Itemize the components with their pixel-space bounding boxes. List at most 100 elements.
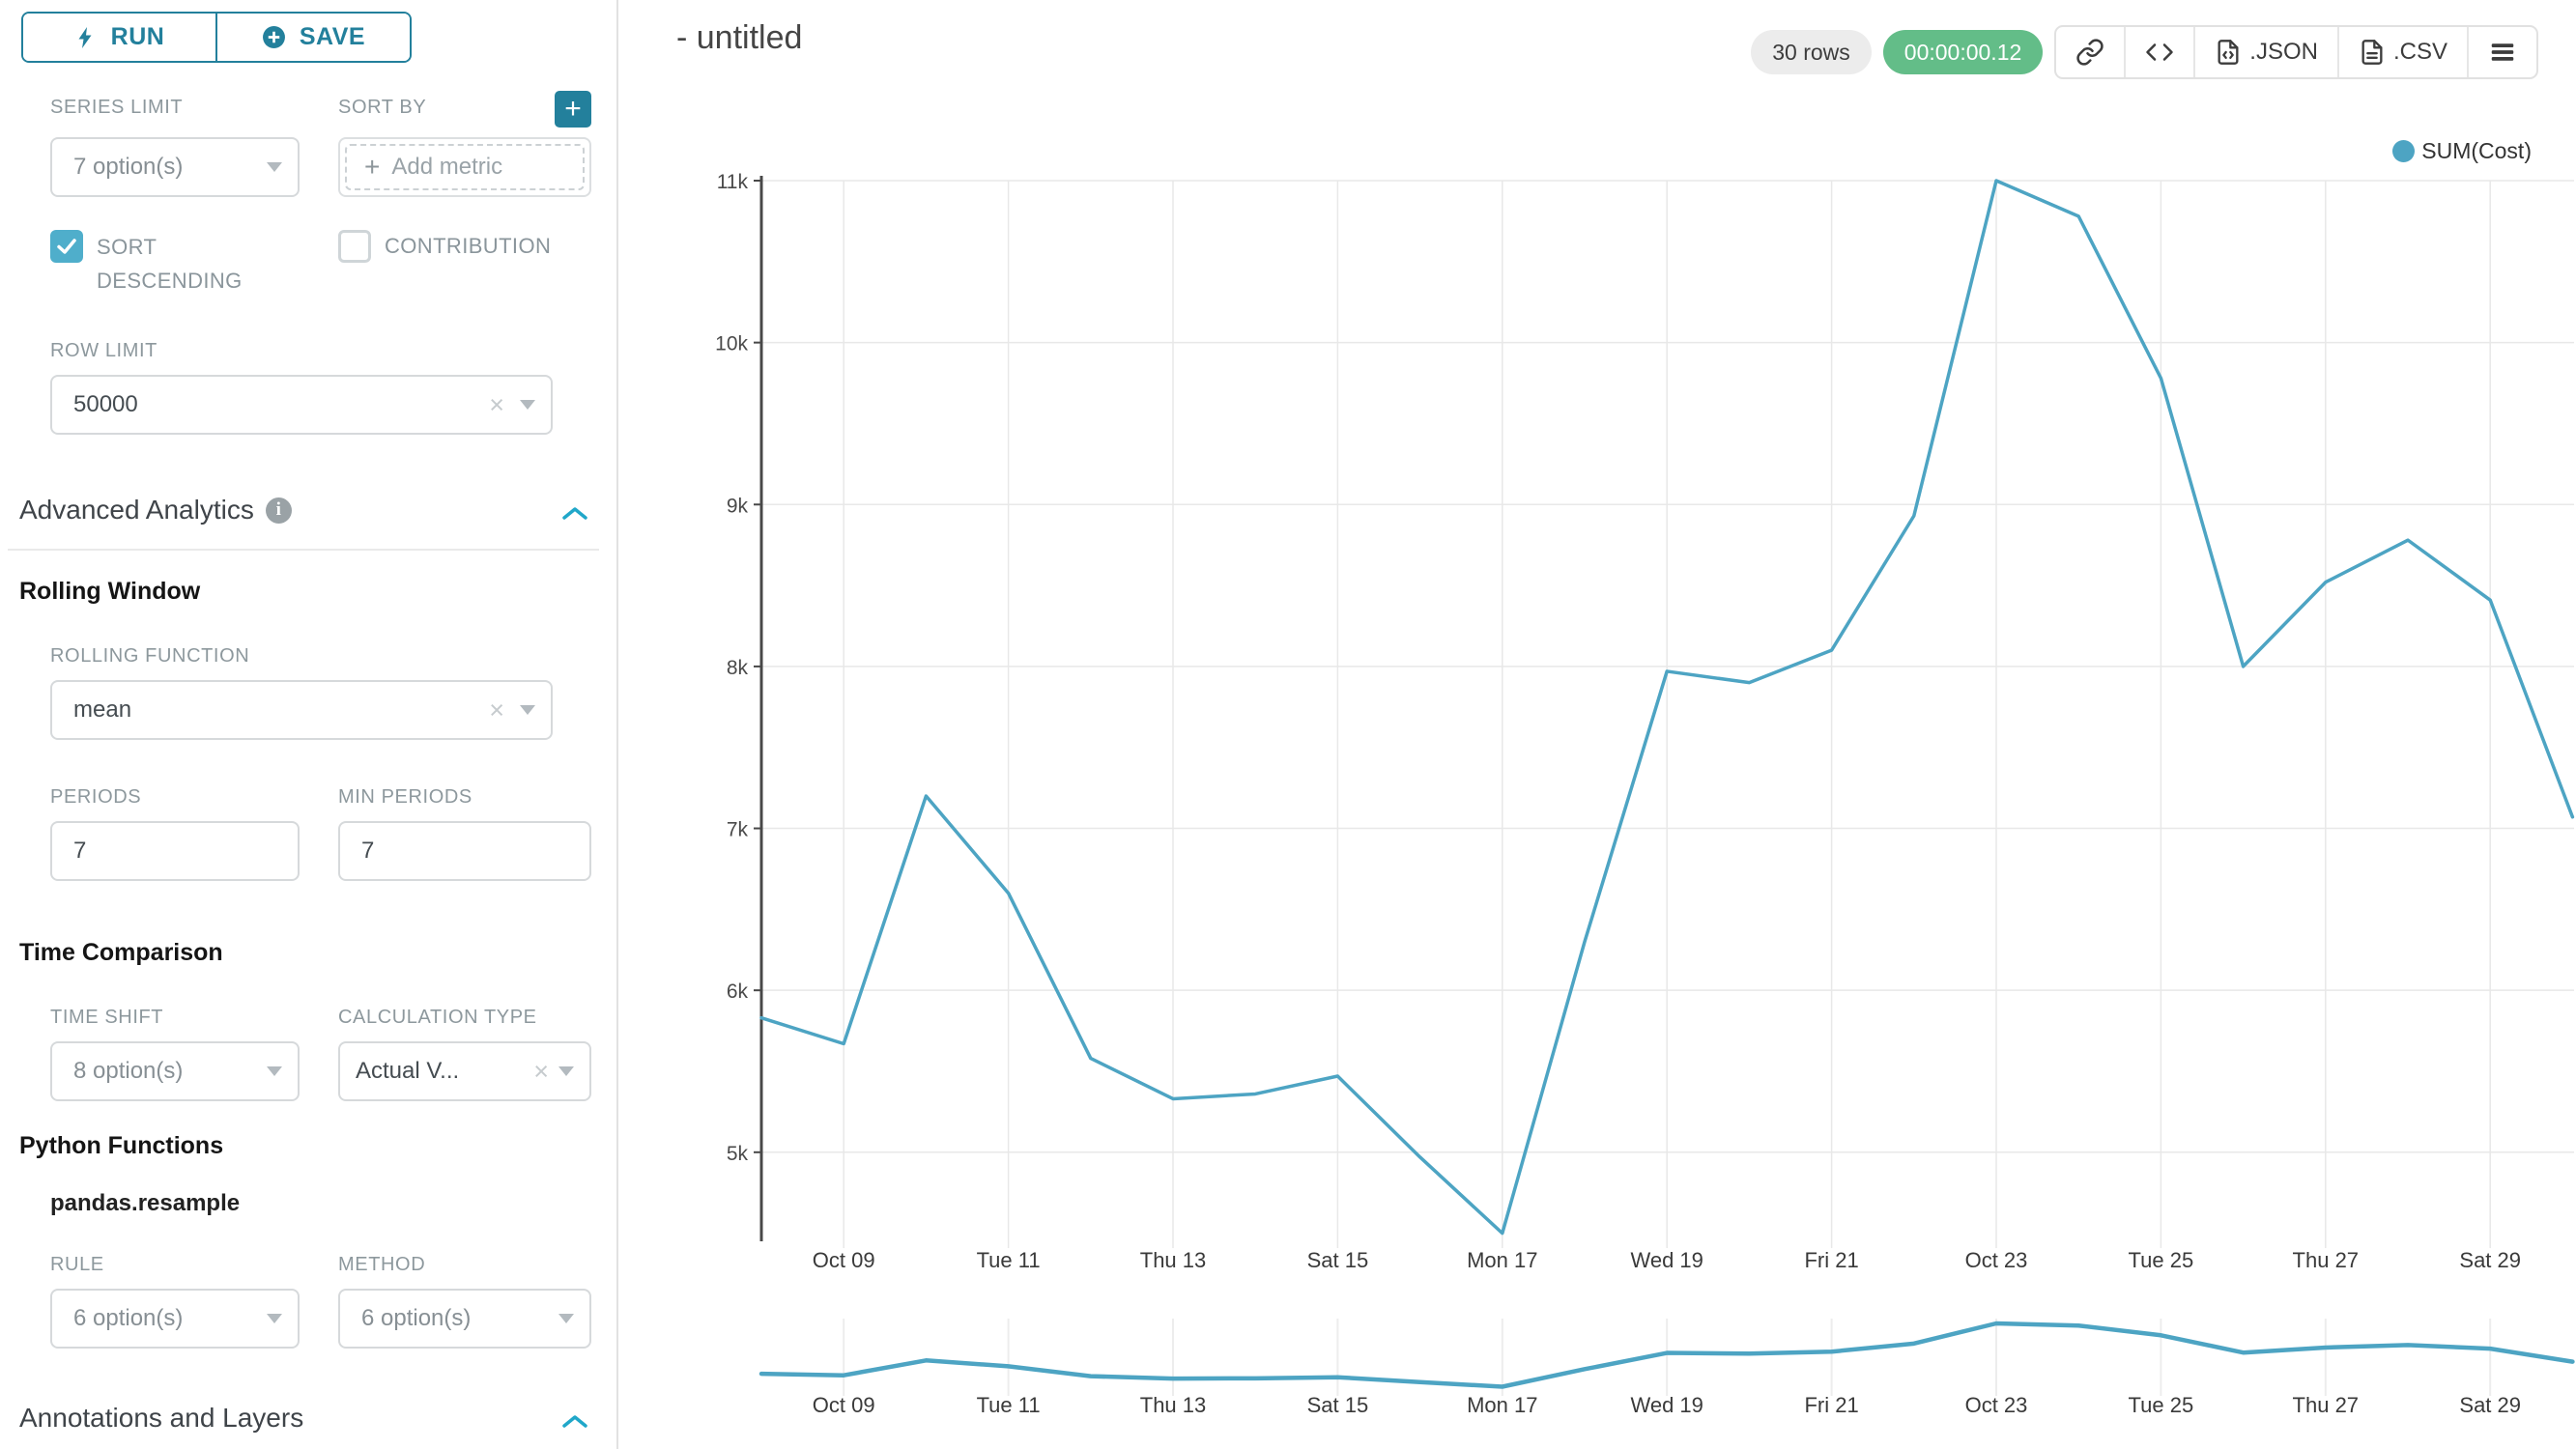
periods-value: 7 (73, 838, 87, 864)
y-axis-label: 9k (727, 495, 749, 517)
x-axis-label: Fri 21 (1804, 1248, 1858, 1272)
min-periods-value: 7 (361, 838, 375, 864)
calculation-type-select[interactable]: Actual V... × (338, 1041, 591, 1101)
series-limit-value: 7 option(s) (73, 154, 184, 180)
plus-icon: + (364, 152, 381, 182)
save-button[interactable]: SAVE (215, 14, 410, 61)
x-axis-label: Sat 29 (2459, 1248, 2521, 1272)
hamburger-menu-icon (2491, 43, 2514, 61)
clear-icon[interactable]: × (533, 1056, 549, 1086)
pandas-resample-label: pandas.resample (50, 1190, 241, 1216)
copy-link-button[interactable] (2056, 27, 2124, 77)
clear-icon[interactable]: × (489, 695, 504, 724)
export-csv-button[interactable]: .CSV (2336, 27, 2467, 77)
annotations-layers-header[interactable]: Annotations and Layers (19, 1403, 303, 1434)
time-shift-value: 8 option(s) (73, 1058, 184, 1084)
contribution-control: CONTRIBUTION (338, 230, 551, 263)
contribution-checkbox[interactable] (338, 230, 371, 263)
collapse-chevron-icon[interactable] (558, 502, 591, 526)
row-limit-value: 50000 (73, 391, 138, 417)
export-json-button[interactable]: .JSON (2193, 27, 2337, 77)
mini-x-axis-label: Tue 25 (2129, 1393, 2194, 1417)
sort-descending-control: SORT DESCENDING (50, 230, 272, 298)
run-button[interactable]: RUN (23, 14, 215, 61)
row-limit-select[interactable]: 50000 × (50, 375, 553, 435)
x-axis-label: Mon 17 (1467, 1248, 1537, 1272)
chart-legend[interactable]: SUM(Cost) (2392, 138, 2532, 164)
advanced-analytics-title: Advanced Analytics (19, 495, 254, 525)
sort-descending-checkbox[interactable] (50, 230, 83, 263)
x-axis-label: Tue 25 (2129, 1248, 2194, 1272)
rule-label: RULE (50, 1254, 104, 1275)
mini-x-axis-label: Oct 23 (1965, 1393, 2028, 1417)
mini-x-axis-label: Oct 09 (813, 1393, 875, 1417)
row-count-badge: 30 rows (1751, 30, 1872, 74)
method-select[interactable]: 6 option(s) (338, 1289, 591, 1349)
save-button-label: SAVE (299, 23, 366, 50)
sort-descending-label: SORT DESCENDING (97, 235, 243, 293)
min-periods-label: MIN PERIODS (338, 786, 472, 808)
add-control-button[interactable]: + (555, 91, 591, 128)
rule-select[interactable]: 6 option(s) (50, 1289, 300, 1349)
series-limit-select[interactable]: 7 option(s) (50, 137, 300, 197)
info-icon[interactable]: i (265, 497, 292, 524)
rule-value: 6 option(s) (73, 1305, 184, 1331)
sort-by-label: SORT BY (338, 97, 427, 118)
caret-down-icon (558, 1066, 574, 1076)
x-axis-label: Thu 13 (1140, 1248, 1207, 1272)
y-axis-label: 10k (715, 333, 748, 355)
plus-circle-icon (262, 26, 285, 48)
y-axis-label: 7k (727, 819, 749, 841)
x-axis-label: Sat 15 (1307, 1248, 1369, 1272)
calculation-type-label: CALCULATION TYPE (338, 1007, 537, 1028)
cost-series-line[interactable] (759, 179, 2575, 1236)
mini-x-axis-label: Wed 19 (1630, 1393, 1703, 1417)
time-comparison-title: Time Comparison (19, 939, 223, 966)
mini-x-axis-label: Tue 11 (977, 1393, 1041, 1417)
caret-down-icon (267, 1314, 282, 1323)
rolling-function-select[interactable]: mean × (50, 680, 553, 740)
periods-input[interactable]: 7 (50, 821, 300, 881)
caret-down-icon (267, 162, 282, 172)
add-metric-placeholder: Add metric (391, 154, 503, 180)
code-icon (2146, 43, 2174, 61)
export-csv-label: .CSV (2392, 39, 2447, 65)
link-icon (2076, 39, 2104, 66)
series-limit-label: SERIES LIMIT (50, 97, 184, 118)
view-query-button[interactable] (2124, 27, 2193, 77)
caret-down-icon (558, 1314, 574, 1323)
caret-down-icon (520, 400, 535, 410)
mini-x-axis-label: Fri 21 (1804, 1393, 1858, 1417)
legend-series-dot (2392, 140, 2416, 162)
sort-by-add-metric[interactable]: + Add metric (338, 137, 591, 197)
method-value: 6 option(s) (361, 1305, 472, 1331)
mini-x-axis-label: Mon 17 (1467, 1393, 1537, 1417)
section-divider (8, 549, 599, 551)
run-save-button-group: RUN SAVE (21, 12, 412, 63)
time-shift-select[interactable]: 8 option(s) (50, 1041, 300, 1101)
advanced-analytics-header[interactable]: Advanced Analytics i (19, 495, 292, 526)
y-axis-label: 11k (717, 171, 749, 193)
caret-down-icon (267, 1066, 282, 1076)
mini-range-line[interactable] (758, 1321, 2575, 1389)
csv-file-icon (2361, 40, 2383, 65)
rolling-function-value: mean (73, 696, 132, 723)
calculation-type-value: Actual V... (356, 1058, 460, 1084)
mini-x-axis-label: Thu 13 (1140, 1393, 1207, 1417)
collapse-chevron-icon[interactable] (558, 1410, 591, 1434)
export-json-label: .JSON (2249, 39, 2318, 65)
clear-icon[interactable]: × (489, 389, 504, 419)
legend-series-label: SUM(Cost) (2421, 138, 2532, 163)
chart-title: - untitled (676, 19, 803, 56)
y-axis-label: 5k (727, 1143, 749, 1165)
row-limit-label: ROW LIMIT (50, 340, 157, 361)
chart-menu-button[interactable] (2467, 27, 2536, 77)
min-periods-input[interactable]: 7 (338, 821, 591, 881)
mini-x-axis-label: Thu 27 (2293, 1393, 2360, 1417)
export-button-group: .JSON .CSV (2054, 25, 2538, 79)
mini-x-axis-label: Sat 29 (2459, 1393, 2521, 1417)
x-axis-label: Thu 27 (2293, 1248, 2360, 1272)
time-shift-label: TIME SHIFT (50, 1007, 164, 1028)
x-axis-label: Tue 11 (977, 1248, 1041, 1272)
